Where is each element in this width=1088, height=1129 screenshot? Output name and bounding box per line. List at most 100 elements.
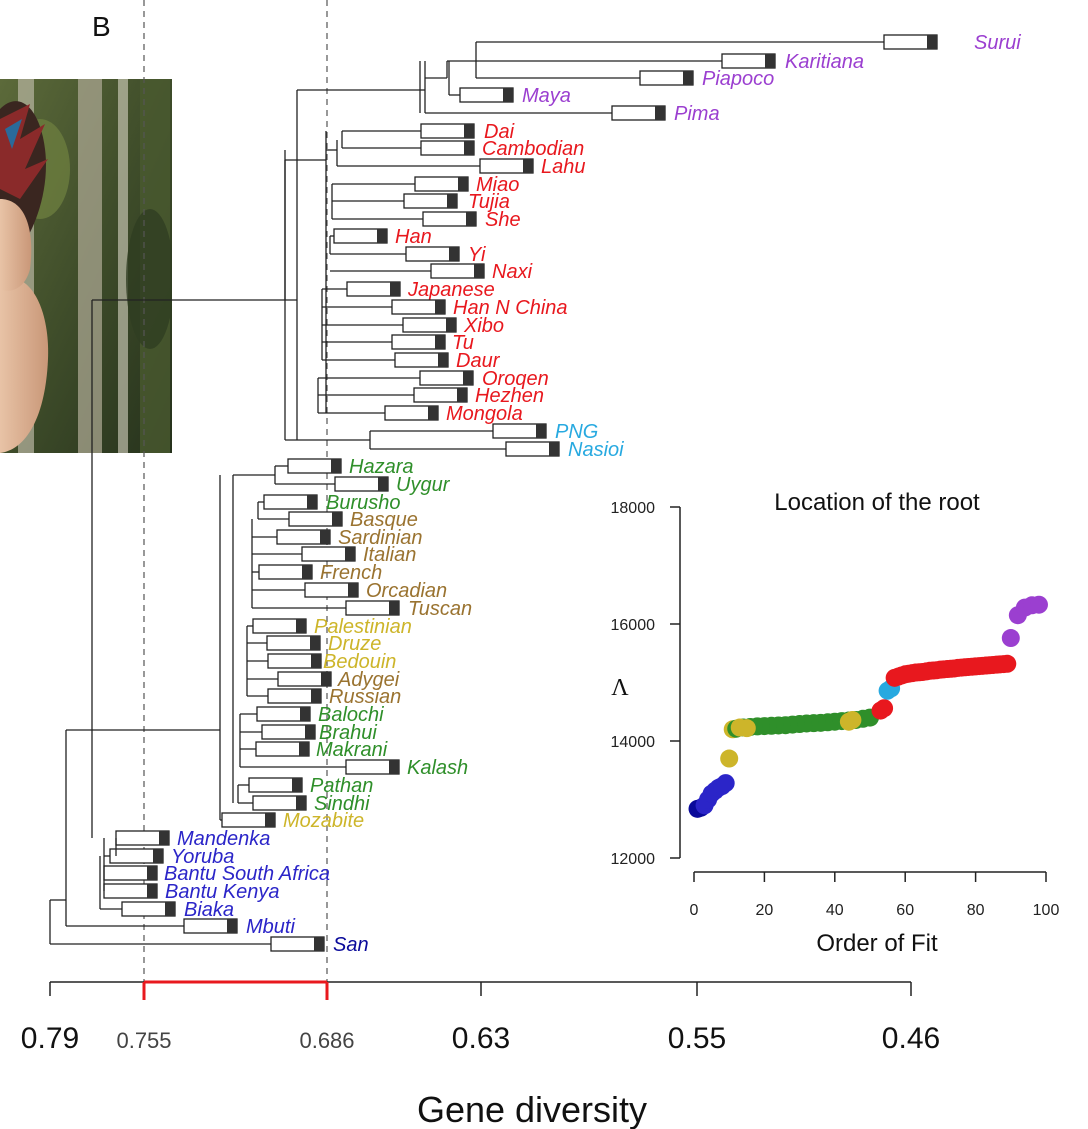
inset-y-ticks: 12000 14000 16000 18000 <box>611 500 680 868</box>
tree-leaf-label: Bedouin <box>323 651 396 673</box>
tree-leaf: Uygur <box>334 474 451 496</box>
leaf-range-box-end <box>159 831 169 845</box>
leaf-range-box-end <box>435 335 445 349</box>
tree-leaf-label: Biaka <box>184 899 234 921</box>
leaf-range-box-end <box>536 424 546 438</box>
tree-leaf-label: Han N China <box>453 297 568 319</box>
tree-leaf: Tuscan <box>345 598 472 620</box>
tree-leaf: Maya <box>459 85 571 107</box>
tree-leaf-label: Brahui <box>319 722 377 744</box>
tree-leaf-label: Nasioi <box>568 439 624 461</box>
leaf-range-box-end <box>428 406 438 420</box>
leaf-range-box-end <box>435 300 445 314</box>
leaf-range-box-end <box>378 477 388 491</box>
tree-leaf: Druze <box>266 633 381 655</box>
tree-leaf: Pima <box>611 103 720 125</box>
leaf-range-box-end <box>147 866 157 880</box>
tree-leaf-label: Tuscan <box>408 598 472 620</box>
leaf-range-box-end <box>165 902 175 916</box>
tree-leaf: Dai <box>420 121 515 143</box>
gene-diversity-ticks: 0.79 0.755 0.686 0.63 0.55 0.46 <box>21 982 940 1055</box>
tree-leaf: Burusho <box>263 492 401 514</box>
inset-x-tick-label: 0 <box>690 902 699 919</box>
leaf-range-box-end <box>227 919 237 933</box>
tree-leaf: She <box>422 209 521 231</box>
tree-leaf-label: Dai <box>484 121 515 143</box>
inset-x-tick-label: 40 <box>826 902 844 919</box>
tree-leaf-label: Hazara <box>349 456 413 478</box>
tree-leaf-label: Yi <box>468 244 486 266</box>
tree-leaf: Russian <box>267 686 401 708</box>
inset-title: Location of the root <box>774 489 980 516</box>
inset-point <box>1029 595 1048 614</box>
tree-leaf-label: Piapoco <box>702 68 774 90</box>
tree-leaf: Kalash <box>345 757 468 779</box>
tree-leaf-label: Tu <box>452 332 474 354</box>
inset-points <box>688 595 1048 818</box>
tree-leaf: Han <box>333 226 432 248</box>
gene-diversity-xlabel: Gene diversity <box>417 1089 647 1129</box>
tree-leaf-label: Basque <box>350 509 418 531</box>
leaf-range-box-end <box>265 813 275 827</box>
tree-leaf-label: Mbuti <box>246 916 295 938</box>
inset-x-tick-label: 100 <box>1033 902 1060 919</box>
root-location-inset: Location of the root Λ Order of Fit 1200… <box>611 489 1060 957</box>
leaf-range-box-end <box>296 796 306 810</box>
inset-x-ticks: 0 20 40 60 80 100 <box>690 872 1060 919</box>
leaf-range-box-end <box>466 212 476 226</box>
leaf-range-box-end <box>321 672 331 686</box>
tree-leaf-label: Mozabite <box>283 810 364 832</box>
leaf-range-box-end <box>310 636 320 650</box>
tree-leaf-label: Hezhen <box>475 385 544 407</box>
tree-leaf-label: Uygur <box>396 474 451 496</box>
leaf-range-box-end <box>765 54 775 68</box>
tree-leaf-label: Druze <box>328 633 381 655</box>
tree-leaf: San <box>270 934 369 956</box>
tree-leaf: Japanese <box>346 279 495 301</box>
tree-leaf: Nasioi <box>505 439 624 461</box>
leaf-range-box-end <box>302 565 312 579</box>
tree-leaf: Adygei <box>277 669 400 691</box>
leaf-range-box-end <box>147 884 157 898</box>
tree-leaf-label: Orcadian <box>366 580 447 602</box>
leaf-range-box-end <box>464 124 474 138</box>
leaf-range-box-end <box>331 459 341 473</box>
leaf-range-box-end <box>503 88 513 102</box>
tree-leaf: Yoruba <box>109 846 234 868</box>
tree-leaf-label: Balochi <box>318 704 384 726</box>
tree-leaf: Bantu Kenya <box>103 881 280 903</box>
tree-leaf-label: Han <box>395 226 432 248</box>
tree-leaf: Mbuti <box>183 916 295 938</box>
leaf-range-box-end <box>463 371 473 385</box>
leaf-range-box-end <box>345 547 355 561</box>
tree-leaf-label: Bantu Kenya <box>165 881 280 903</box>
tree-leaf-label: Oroqen <box>482 368 549 390</box>
leaf-range-box-end <box>153 849 163 863</box>
tree-leaf-label: Pima <box>674 103 720 125</box>
tree-leaf-label: Surui <box>974 32 1021 54</box>
inset-point <box>843 710 862 729</box>
tree-leaf-label: Russian <box>329 686 401 708</box>
leaf-range-box-end <box>457 388 467 402</box>
tree-leaf: Hazara <box>287 456 413 478</box>
inset-point <box>875 699 894 718</box>
tree-leaf: Bantu South Africa <box>103 863 330 885</box>
inset-x-tick-label: 60 <box>896 902 914 919</box>
leaf-range-box-end <box>390 282 400 296</box>
leaf-range-box-end <box>446 318 456 332</box>
tree-leaf-label: Naxi <box>492 261 533 283</box>
tree-leaf: Surui <box>883 32 1021 54</box>
tree-leaf-label: Daur <box>456 350 501 372</box>
tree-leaf-label: Mongola <box>446 403 523 425</box>
leaf-range-box-end <box>458 177 468 191</box>
leaf-range-box-end <box>300 707 310 721</box>
inset-x-tick-label: 20 <box>756 902 774 919</box>
gd-tick-label: 0.63 <box>452 1022 510 1055</box>
tree-leaf: Hezhen <box>413 385 544 407</box>
tree-leaf: Brahui <box>261 722 377 744</box>
leaf-range-box-end <box>332 512 342 526</box>
leaf-range-box-end <box>311 689 321 703</box>
tree-leaf-label: Sardinian <box>338 527 423 549</box>
tree-leaf-label: Yoruba <box>171 846 234 868</box>
